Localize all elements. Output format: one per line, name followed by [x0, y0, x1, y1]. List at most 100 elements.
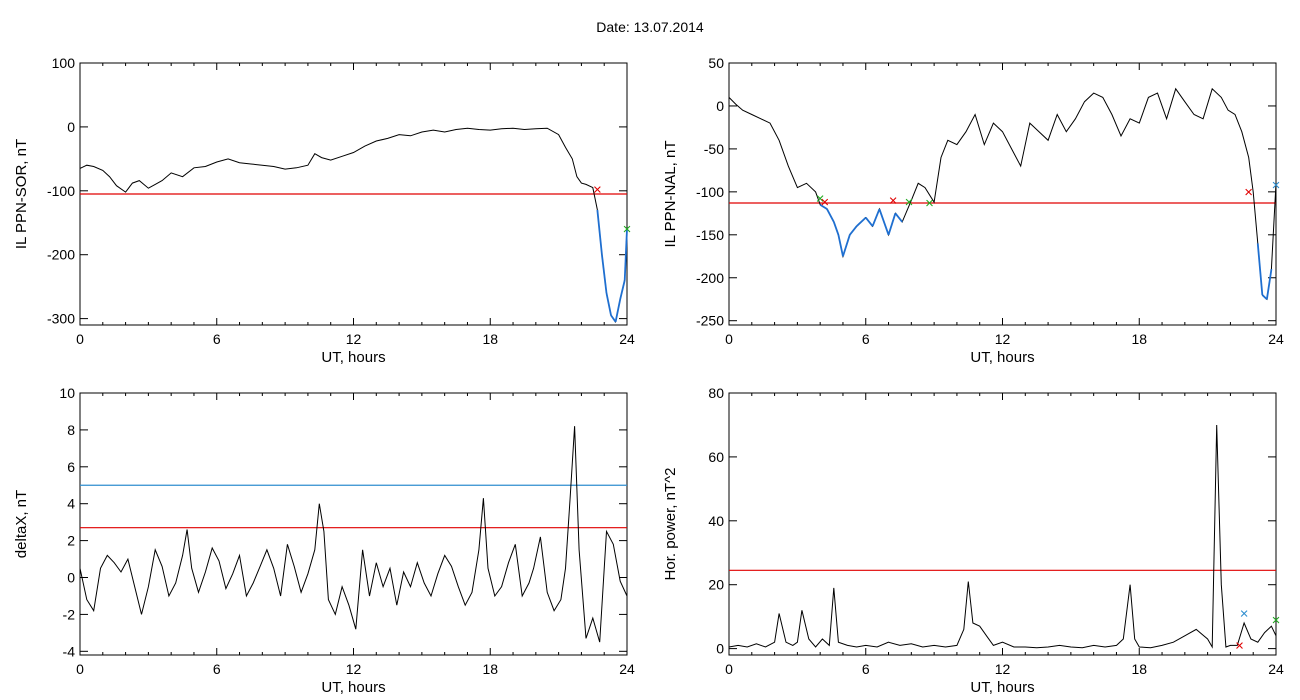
marker-cyan: ×: [1272, 177, 1281, 194]
y-tick-label: 0: [716, 641, 724, 657]
x-tick-label: 6: [862, 331, 870, 347]
y-axis-label: IL PPN-SOR, nT: [13, 139, 30, 249]
x-tick-label: 0: [725, 331, 733, 347]
series-highlight: [878, 208, 890, 236]
marker-red: ×: [593, 182, 602, 199]
series-line: [728, 424, 1277, 649]
x-tick-label: 24: [1268, 661, 1284, 677]
y-tick-label: 0: [67, 119, 75, 135]
x-axis-label: UT, hours: [970, 679, 1034, 696]
series-highlight: [601, 254, 608, 294]
series-highlight: [596, 209, 603, 255]
marker-cyan: ×: [1240, 605, 1249, 622]
x-tick-label: 18: [1131, 661, 1147, 677]
x-tick-label: 12: [346, 661, 362, 677]
marker-green: ×: [905, 194, 914, 211]
y-tick-label: -100: [47, 183, 75, 199]
series-line: [728, 87, 1277, 301]
y-tick-label: -200: [47, 247, 75, 263]
x-tick-label: 18: [482, 661, 498, 677]
series-line: [79, 426, 628, 643]
series-highlight: [887, 213, 897, 236]
y-tick-label: 60: [708, 449, 724, 465]
x-tick-label: 12: [346, 331, 362, 347]
figure-title: Date: 13.07.2014: [596, 19, 704, 35]
y-tick-label: 100: [52, 55, 76, 71]
series-highlight: [865, 217, 874, 227]
y-tick-label: 10: [59, 385, 75, 401]
panel-1: 0 6 12 18 24 100 0 -100 -200 -300 UT, hours IL PPN-…: [13, 55, 635, 366]
marker-red: ×: [820, 194, 829, 211]
y-tick-label: -150: [696, 227, 724, 243]
y-tick-label: -300: [47, 311, 75, 327]
y-tick-label: -4: [63, 643, 76, 659]
y-tick-label: 8: [67, 422, 75, 438]
series-highlight: [856, 216, 867, 227]
y-axis-label: deltaX, nT: [13, 490, 30, 558]
series-highlight: [871, 208, 881, 227]
series-highlight: [826, 208, 835, 223]
series-highlight: [842, 234, 851, 257]
x-tick-label: 12: [995, 661, 1011, 677]
marker-green: ×: [1272, 612, 1281, 629]
y-tick-label: 2: [67, 533, 75, 549]
y-tick-label: -250: [696, 313, 724, 329]
x-tick-label: 6: [862, 661, 870, 677]
x-tick-label: 0: [725, 661, 733, 677]
y-tick-label: 20: [708, 577, 724, 593]
y-tick-label: 80: [708, 385, 724, 401]
y-tick-label: -100: [696, 184, 724, 200]
y-tick-label: -200: [696, 270, 724, 286]
series-highlight: [819, 203, 828, 210]
x-axis-label: UT, hours: [321, 349, 385, 366]
panel-2: 0 6 12 18 24 50 0 -50 -100 -150 -200 -250 UT, hours I…: [662, 55, 1284, 366]
plot-frame: [728, 62, 1277, 326]
x-axis-label: UT, hours: [321, 679, 385, 696]
y-tick-label: 0: [67, 570, 75, 586]
series-highlight: [1265, 269, 1273, 300]
x-tick-label: 0: [76, 331, 84, 347]
series-line: [79, 127, 628, 324]
y-tick-label: 0: [716, 98, 724, 114]
y-tick-label: -50: [704, 141, 724, 157]
series-highlight: [849, 225, 858, 236]
plot-frame: [728, 392, 1277, 656]
series-highlight: [832, 221, 840, 236]
marker-red: ×: [1244, 184, 1253, 201]
marker-green: ×: [816, 191, 825, 208]
x-tick-label: 18: [482, 331, 498, 347]
series-highlight: [894, 212, 903, 223]
series-highlight: [605, 292, 612, 316]
series-highlight: [1256, 243, 1264, 296]
panel-3: 0 6 12 18 24 10 8 6 4 2 0 -2 -4 UT, hours deltaX, nT: [13, 385, 635, 696]
panel-4: 0 6 12 18 24 80 60 40 20 0 UT, hours Hor. power, nT…: [662, 385, 1284, 696]
marker-green: ×: [623, 221, 632, 238]
x-axis-label: UT, hours: [970, 349, 1034, 366]
x-tick-label: 24: [1268, 331, 1284, 347]
x-tick-label: 18: [1131, 331, 1147, 347]
series-highlight: [623, 229, 628, 281]
plot-frame: [79, 392, 628, 656]
series-highlight: [619, 280, 626, 300]
marker-green: ×: [925, 195, 934, 212]
x-tick-label: 12: [995, 331, 1011, 347]
y-tick-label: 6: [67, 459, 75, 475]
marker-red: ×: [1235, 637, 1244, 654]
x-tick-label: 6: [213, 661, 221, 677]
x-tick-label: 24: [619, 331, 635, 347]
x-tick-label: 24: [619, 661, 635, 677]
y-axis-label: IL PPN-NAL, nT: [662, 141, 679, 248]
series-highlight: [614, 299, 622, 322]
x-tick-label: 6: [213, 331, 221, 347]
y-axis-label: Hor. power, nT^2: [662, 468, 679, 581]
series-highlight: [837, 234, 844, 257]
y-tick-label: 40: [708, 513, 724, 529]
y-tick-label: 50: [708, 55, 724, 71]
marker-red: ×: [889, 192, 898, 209]
y-tick-label: 4: [67, 496, 75, 512]
y-tick-label: -2: [63, 606, 76, 622]
x-tick-label: 0: [76, 661, 84, 677]
series-highlight: [610, 314, 617, 323]
